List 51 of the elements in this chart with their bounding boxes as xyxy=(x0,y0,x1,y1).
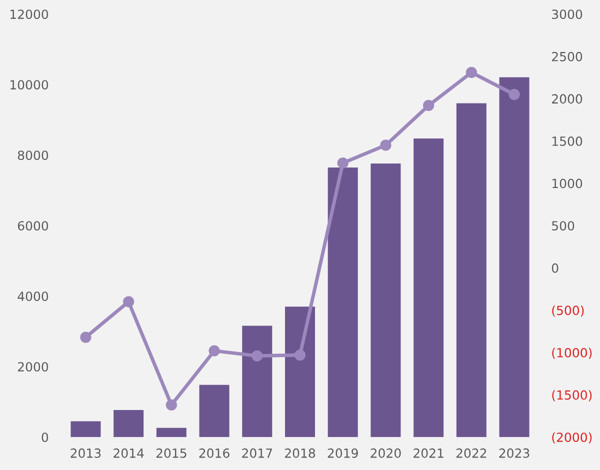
y-tick-label: 8000 xyxy=(18,150,48,160)
point xyxy=(466,66,477,78)
bar xyxy=(285,306,315,438)
x-tick-label: 2022 xyxy=(456,448,486,458)
y-tick-label: 2000 xyxy=(18,362,48,372)
x-tick-label: 2014 xyxy=(114,448,144,458)
x-tick-label: 2017 xyxy=(242,448,272,458)
point xyxy=(208,345,220,356)
x-tick-label: 2016 xyxy=(199,448,230,458)
x-tick-label: 2023 xyxy=(499,448,530,458)
bar xyxy=(114,410,144,438)
bar xyxy=(242,326,272,438)
y2-tick-label: 1500 xyxy=(552,136,582,146)
x-tick-label: 2018 xyxy=(285,448,316,458)
y-tick-label: 12000 xyxy=(10,10,48,20)
point xyxy=(166,399,177,411)
point xyxy=(423,100,434,112)
y-tick-label: 0 xyxy=(42,432,48,442)
x-tick-label: 2021 xyxy=(414,448,444,458)
y2-tick-label: (2000) xyxy=(552,432,592,444)
y2-tick-label: (500) xyxy=(552,305,584,317)
y2-tick-label: (1500) xyxy=(552,390,592,402)
y2-tick-label: 3000 xyxy=(552,10,582,20)
bar xyxy=(70,421,101,438)
y-tick-label: 6000 xyxy=(18,221,48,231)
x-tick-label: 2013 xyxy=(70,448,101,458)
bar xyxy=(499,77,530,438)
x-tick-label: 2020 xyxy=(370,448,401,458)
point xyxy=(252,350,263,362)
bar xyxy=(199,384,230,438)
point xyxy=(380,140,392,151)
y2-tick-label: 2000 xyxy=(552,94,582,104)
y2-tick-label: 500 xyxy=(552,221,574,231)
point xyxy=(294,349,306,361)
bar xyxy=(414,138,444,438)
y2-tick-label: 0 xyxy=(552,263,558,273)
point xyxy=(337,157,348,169)
bar xyxy=(156,428,186,438)
bar xyxy=(328,167,358,438)
y2-tick-label: 1000 xyxy=(552,178,582,188)
point xyxy=(508,88,520,100)
bar xyxy=(456,103,486,438)
x-tick-label: 2015 xyxy=(156,448,186,458)
y2-tick-label: (1000) xyxy=(552,348,592,359)
y2-tick-label: 2500 xyxy=(552,52,582,62)
x-tick-label: 2019 xyxy=(328,448,358,458)
y-tick-label: 10000 xyxy=(10,80,48,90)
y-tick-label: 4000 xyxy=(18,292,48,302)
point xyxy=(80,332,92,343)
bar xyxy=(370,164,401,438)
point xyxy=(123,296,134,308)
